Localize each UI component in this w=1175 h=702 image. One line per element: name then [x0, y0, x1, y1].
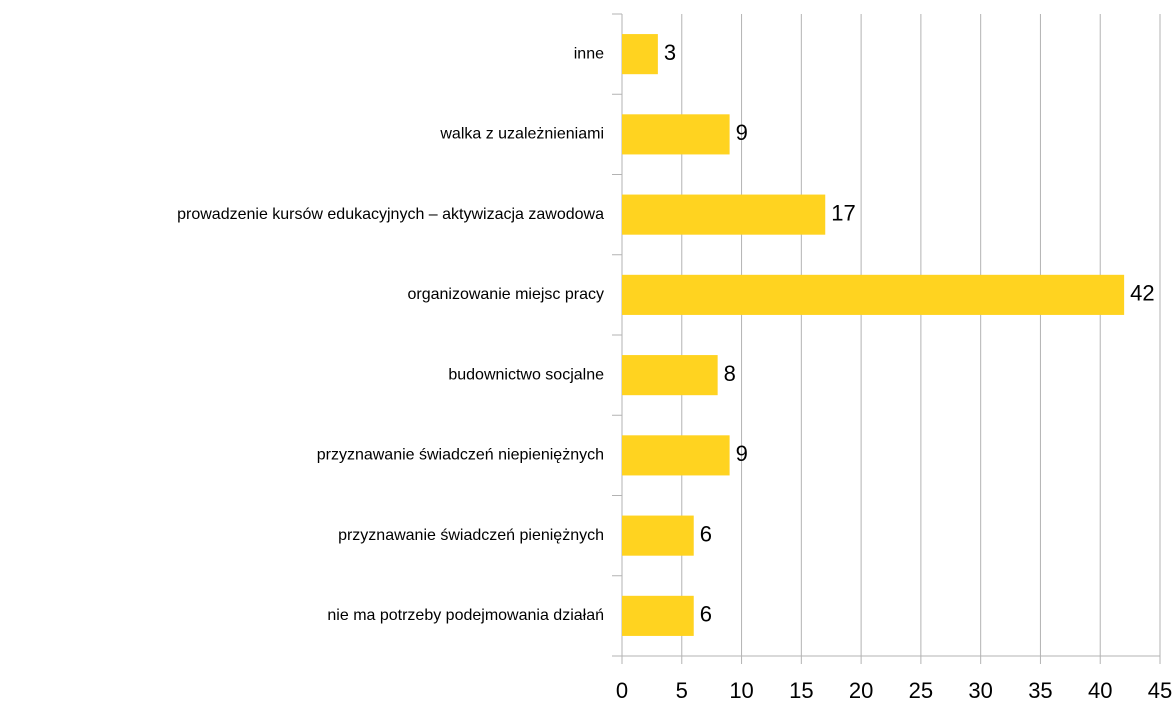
x-tick-label: 15	[789, 678, 813, 702]
y-tick-label: nie ma potrzeby podejmowania działań	[327, 607, 604, 624]
bar	[622, 194, 826, 235]
y-tick-label: inne	[574, 45, 604, 62]
x-tick-label: 35	[1028, 678, 1052, 702]
data-label: 3	[664, 40, 676, 65]
bar	[622, 114, 730, 155]
x-tick-label: 45	[1148, 678, 1172, 702]
y-tick-label: przyznawanie świadczeń pieniężnych	[338, 527, 604, 544]
y-tick-label: walka z uzależnieniami	[439, 126, 604, 143]
y-tick-label: organizowanie miejsc pracy	[407, 286, 604, 303]
bar	[622, 515, 694, 556]
y-tick-label: prowadzenie kursów edukacyjnych – aktywi…	[177, 206, 604, 223]
bar	[622, 34, 658, 75]
x-tick-label: 25	[909, 678, 933, 702]
data-label: 9	[736, 441, 748, 466]
y-tick-label: budownictwo socjalne	[448, 366, 604, 383]
bar	[622, 274, 1125, 315]
x-tick-label: 40	[1088, 678, 1112, 702]
y-tick-label: przyznawanie świadczeń niepieniężnych	[317, 447, 604, 464]
bar	[622, 435, 730, 476]
bar	[622, 355, 718, 396]
x-tick-label: 20	[849, 678, 873, 702]
data-label: 17	[831, 200, 855, 225]
x-tick-label: 0	[616, 678, 628, 702]
data-label: 9	[736, 120, 748, 145]
x-tick-label: 10	[729, 678, 753, 702]
data-label: 6	[700, 602, 712, 627]
data-label: 6	[700, 521, 712, 546]
bar	[622, 595, 694, 636]
x-tick-label: 30	[968, 678, 992, 702]
data-label: 8	[724, 361, 736, 386]
x-tick-label: 5	[676, 678, 688, 702]
data-label: 42	[1130, 281, 1154, 306]
